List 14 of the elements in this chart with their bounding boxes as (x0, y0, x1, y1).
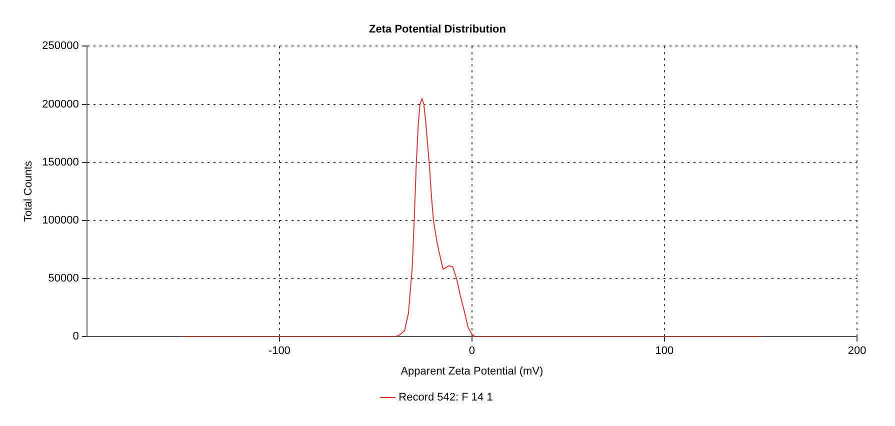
x-tick-label: -100 (268, 345, 290, 358)
y-tick-label: 250000 (42, 40, 79, 52)
y-tick-label: 0 (72, 330, 79, 343)
x-tick-label: 0 (468, 345, 476, 358)
y-tick-label: 50000 (48, 272, 79, 285)
y-tick-label: 200000 (42, 98, 79, 110)
chart-title: Zeta Potential Distribution (369, 24, 506, 36)
x-tick-label: 100 (655, 345, 674, 358)
y-axis-title: Total Counts (22, 160, 35, 222)
y-tick-label: 150000 (42, 156, 79, 168)
x-tick-label: 200 (848, 345, 866, 358)
x-axis-title: Apparent Zeta Potential (mV) (400, 365, 544, 378)
y-tick-label: 100000 (42, 214, 79, 226)
legend-label: Record 542: F 14 1 (398, 392, 493, 404)
